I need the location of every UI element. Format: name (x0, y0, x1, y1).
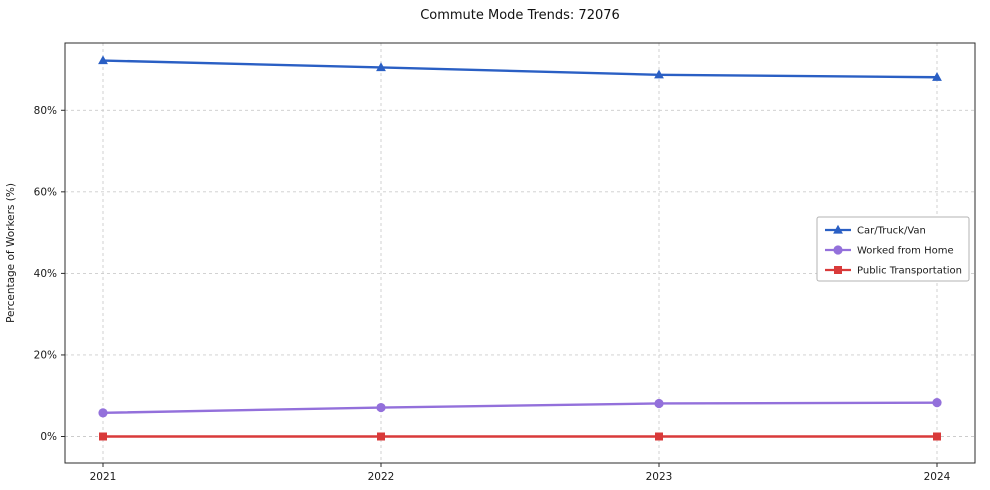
legend-label: Worked from Home (857, 246, 954, 257)
legend-label: Car/Truck/Van (857, 226, 926, 237)
legend: Car/Truck/Van Worked from Home Public Tran… (816, 216, 970, 282)
square-marker-icon (834, 266, 842, 274)
circle-marker-icon (932, 398, 942, 408)
plot-border (64, 42, 976, 464)
legend-box (816, 216, 970, 282)
legend-entry: Worked from Home (825, 245, 954, 257)
x-tick-label: 2023 (646, 471, 673, 483)
legend-entry: Car/Truck/Van (825, 224, 926, 237)
y-tick-label: 20% (34, 349, 57, 361)
triangle-marker-icon (654, 69, 664, 79)
triangle-marker-icon (98, 55, 108, 65)
x-tick-label: 2021 (90, 471, 117, 483)
circle-marker-icon (833, 245, 843, 255)
circle-marker-icon (376, 402, 386, 413)
triangle-marker-icon (833, 224, 843, 234)
triangle-marker-icon (932, 72, 942, 81)
square-marker-icon (655, 432, 663, 441)
circle-marker-icon (98, 408, 108, 418)
x-tick-label: 2022 (368, 471, 395, 483)
circle-marker-icon (654, 398, 664, 409)
triangle-marker-icon (376, 62, 386, 72)
y-tick-label: 80% (34, 105, 57, 117)
y-tick-label: 60% (34, 186, 57, 198)
y-tick-label: 0% (40, 431, 57, 443)
square-marker-icon (99, 432, 107, 441)
square-marker-icon (377, 432, 385, 441)
series-line (101, 401, 939, 415)
series-line (101, 59, 939, 79)
square-marker-icon (933, 432, 941, 441)
chart-title: Commute Mode Trends: 72076 (420, 8, 620, 23)
y-tick-label: 40% (34, 268, 57, 280)
x-tick-label: 2024 (924, 471, 951, 483)
series-worked-from-home (98, 398, 942, 418)
legend-entry: Public Transportation (825, 266, 962, 277)
series-car-truck-van (98, 55, 942, 81)
y-axis-label: Percentage of Workers (%) (5, 183, 17, 323)
legend-label: Public Transportation (857, 266, 962, 277)
series-public-transportation (99, 432, 941, 441)
